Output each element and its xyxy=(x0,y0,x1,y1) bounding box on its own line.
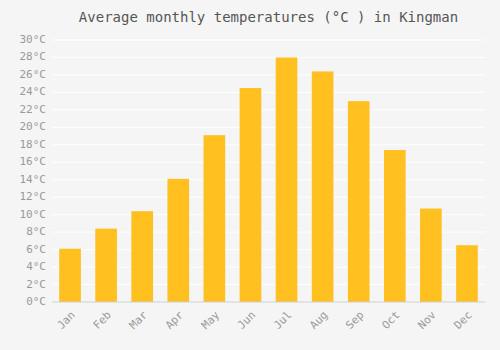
bar xyxy=(420,209,442,302)
grid-line xyxy=(52,57,485,58)
y-tick-label: 28°C xyxy=(20,50,47,63)
x-tick-labels: Jan Feb Mar Apr May Jun Jul Aug Sep Oct Nov Dec xyxy=(55,308,475,332)
y-tick-label: 4°C xyxy=(26,260,46,273)
bar xyxy=(384,150,406,302)
y-tick-label: 2°C xyxy=(26,278,46,291)
x-tick-label: Jan xyxy=(55,309,78,332)
x-tick-label: Jun xyxy=(235,309,258,332)
grid-line xyxy=(52,179,485,180)
bar xyxy=(95,229,117,302)
y-tick-label: 30°C xyxy=(20,33,47,46)
grid-line xyxy=(52,74,485,75)
bars xyxy=(59,57,478,302)
y-grid xyxy=(52,40,485,302)
y-tick-labels: 0°C 2°C 4°C 6°C 8°C 10°C 12°C 14°C 16°C 18°C 20°C 2… xyxy=(20,33,47,308)
grid-line xyxy=(52,162,485,163)
y-tick-label: 12°C xyxy=(20,190,47,203)
y-tick-label: 14°C xyxy=(20,173,47,186)
bar xyxy=(167,179,189,302)
page: {"chart_data": {"type": "bar", "title": … xyxy=(0,0,500,350)
y-tick-label: 10°C xyxy=(20,208,47,221)
y-tick-label: 24°C xyxy=(20,85,47,98)
grid-line xyxy=(52,302,485,303)
bar xyxy=(348,101,370,302)
x-tick-label: Aug xyxy=(307,309,330,332)
y-tick-label: 0°C xyxy=(26,295,46,308)
x-tick-label: Nov xyxy=(415,308,439,332)
x-tick-label: Apr xyxy=(163,308,187,332)
x-tick-label: Oct xyxy=(379,309,402,332)
grid-line xyxy=(52,109,485,110)
chart-title: Average monthly temperatures (°C ) in Ki… xyxy=(79,9,458,25)
x-tick-label: Dec xyxy=(451,309,474,332)
y-tick-label: 18°C xyxy=(20,138,47,151)
y-tick-label: 6°C xyxy=(26,243,46,256)
bar xyxy=(240,88,262,302)
chart-svg: 0°C 2°C 4°C 6°C 8°C 10°C 12°C 14°C 16°C 18°C 20°C 2… xyxy=(0,0,500,350)
x-tick-label: Mar xyxy=(127,308,151,332)
bar xyxy=(204,135,226,302)
grid-line xyxy=(52,127,485,128)
bar xyxy=(131,211,153,302)
bar xyxy=(59,249,81,302)
y-tick-label: 16°C xyxy=(20,155,47,168)
background xyxy=(0,0,500,350)
x-tick-label: Jul xyxy=(271,309,294,332)
grid-line xyxy=(52,197,485,198)
x-tick-label: Sep xyxy=(343,309,366,332)
x-tick-label: Feb xyxy=(91,309,114,332)
x-axis-line xyxy=(52,302,485,303)
x-tick-label: May xyxy=(199,308,223,332)
y-tick-label: 26°C xyxy=(20,68,47,81)
bar xyxy=(456,245,478,302)
grid-line xyxy=(52,40,485,41)
chart-container: 0°C 2°C 4°C 6°C 8°C 10°C 12°C 14°C 16°C 18°C 20°C 2… xyxy=(0,0,500,350)
y-tick-label: 20°C xyxy=(20,120,47,133)
grid-line xyxy=(52,144,485,145)
grid-line xyxy=(52,92,485,93)
y-tick-label: 22°C xyxy=(20,103,47,116)
bar xyxy=(312,71,334,302)
y-tick-label: 8°C xyxy=(26,225,46,238)
bar xyxy=(276,57,298,302)
